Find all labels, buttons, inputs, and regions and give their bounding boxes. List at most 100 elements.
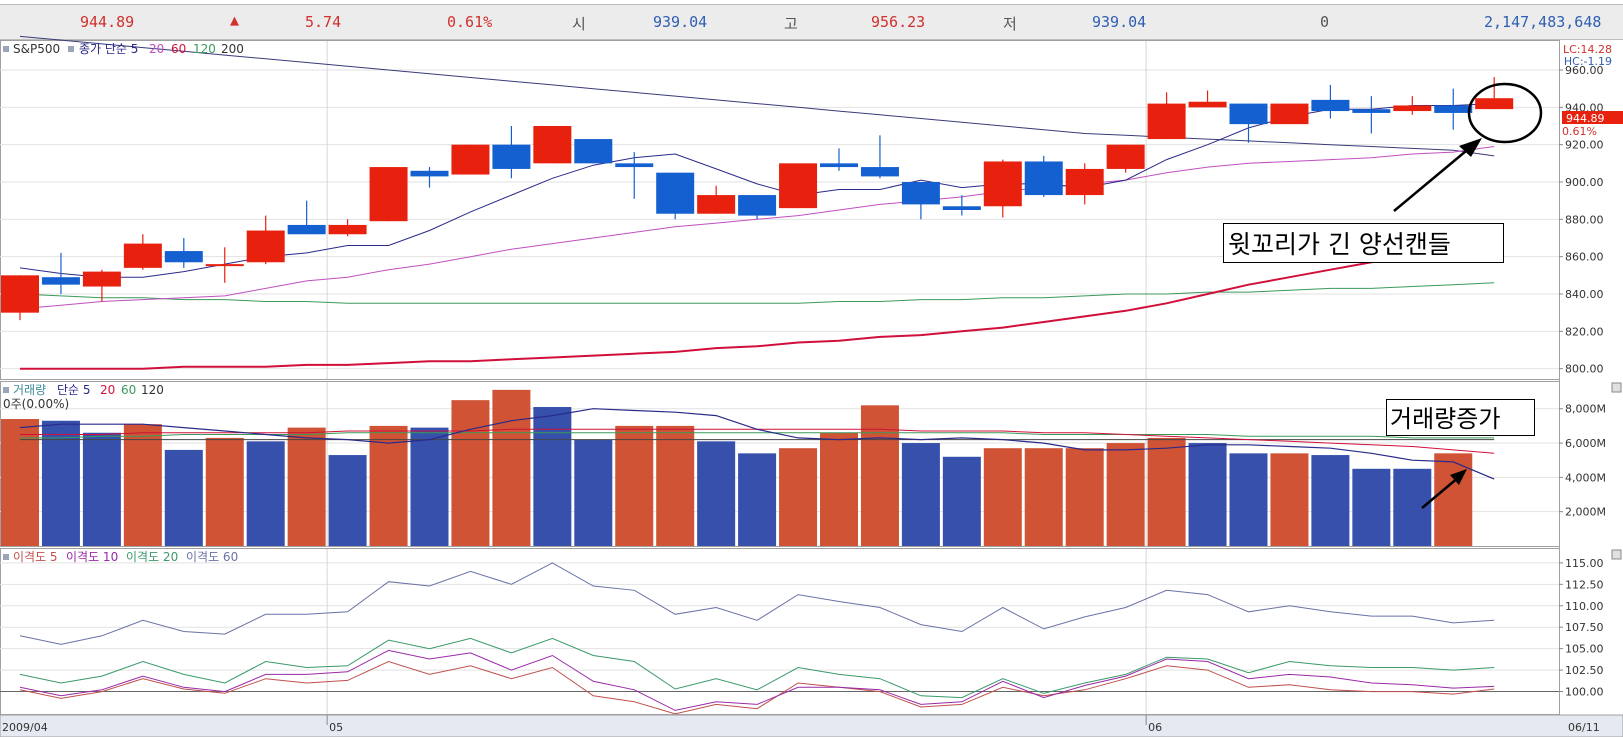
candle-body: [738, 195, 777, 216]
disparity-60-line: [19, 562, 1495, 645]
volume-bar: [942, 456, 981, 546]
ma60-line: [19, 282, 1495, 304]
disparity-panel-button[interactable]: [1611, 549, 1622, 560]
volume-legend-ma20: 20: [100, 383, 115, 397]
volume-bar: [328, 455, 367, 546]
volume-bar: [860, 405, 899, 546]
volume-bar: [533, 407, 572, 546]
candle-body: [369, 167, 408, 222]
candle-body: [1393, 105, 1432, 112]
candle-body: [287, 224, 326, 235]
volume-bar: [1188, 443, 1227, 546]
volume-legend-name: 거래량: [13, 383, 46, 397]
disparity-legend-5: 이격도 5: [13, 550, 58, 564]
candle-body: [82, 271, 121, 287]
chart-background: [0, 40, 1623, 737]
quote-bar: 944.89 ▲ 5.74 0.61% 시 939.04 고 956.23 저 …: [0, 4, 1623, 40]
candle-body: [1434, 105, 1473, 113]
axis-tick-label: 960.00: [1565, 64, 1604, 77]
time-axis-right-label: 06/11: [1568, 721, 1600, 734]
axis-tick-label: 860.00: [1565, 251, 1604, 264]
current-price-pct: 0.61%: [1562, 125, 1597, 138]
axis-tick-label: 112.50: [1565, 578, 1604, 591]
volume-bar: [574, 439, 613, 546]
price-legend-symbol: S&P500: [13, 42, 60, 56]
price-legend-ma200: 200: [221, 42, 244, 56]
volume-bar: [410, 427, 449, 546]
high-label: 고: [784, 15, 798, 33]
candle-body: [328, 224, 367, 235]
candle-body: [656, 172, 695, 214]
current-price-tag-text: 944.89: [1566, 112, 1605, 125]
candle-body: [779, 163, 818, 209]
candle-body: [123, 243, 162, 268]
volume-annotation-box: [1386, 399, 1535, 436]
candle-body: [1147, 103, 1186, 140]
volume-bar: [205, 437, 244, 546]
legend-marker: [68, 46, 74, 52]
volume-bar: [492, 389, 531, 546]
volume-bar: [983, 448, 1022, 546]
volume-bar: [1, 419, 39, 546]
axis-tick-label: 800.00: [1565, 363, 1604, 376]
volume-bar: [451, 400, 490, 546]
volume-bar: [369, 425, 408, 546]
price-legend-ma5: 종가 단순 5: [79, 42, 138, 56]
volume-bar: [1229, 453, 1268, 546]
volume-bar: [1434, 453, 1473, 546]
up-arrow-icon: ▲: [230, 11, 240, 29]
hc-value: HC:-1.19: [1564, 55, 1612, 68]
volume-bar: [901, 443, 940, 546]
candle-body: [1188, 101, 1227, 108]
volume-bar: [82, 432, 121, 546]
time-axis-label: 06: [1148, 721, 1162, 734]
volume-bar: [1065, 448, 1104, 546]
candle-body: [697, 195, 736, 214]
current-price-tag: [1562, 111, 1623, 124]
time-axis: 2009/04 05 06 06/11: [2, 715, 1600, 734]
axis-tick-label: 920.00: [1565, 139, 1604, 152]
volume-annotation-text: 거래량증가: [1390, 405, 1500, 433]
candle-body: [1229, 103, 1268, 125]
candles: [1, 77, 1514, 321]
disparity-5-line: [19, 660, 1495, 715]
candle-body: [615, 163, 654, 168]
volume-annotation-arrow-head: [1450, 469, 1467, 485]
volume-bar: [656, 425, 695, 546]
axis-tick-label: 115.00: [1565, 557, 1604, 570]
volume-bar: [41, 420, 80, 546]
disparity-legend-20: 이격도 20: [126, 550, 178, 564]
volume-annotation-arrow: [1421, 476, 1460, 509]
legend-marker: [3, 46, 9, 52]
disparity-10-line: [19, 649, 1495, 711]
volume-bar: [820, 432, 858, 546]
candle-body: [1352, 109, 1391, 113]
volume-total: 2,147,483,648: [1484, 13, 1602, 31]
low-label: 저: [1003, 15, 1017, 33]
annotation-arrow-head: [1459, 138, 1482, 157]
open-label: 시: [572, 15, 586, 33]
volume-bar: [697, 441, 736, 546]
highlight-circle: [1467, 82, 1543, 144]
last-price: 944.89: [80, 13, 135, 31]
candle-body: [860, 167, 899, 177]
candle-body: [820, 163, 858, 168]
candle-body: [41, 277, 80, 285]
candle-body: [246, 230, 285, 263]
volume-bar: [738, 453, 777, 546]
legend-marker: [3, 387, 9, 393]
volume-bar: [164, 449, 203, 546]
candle-body: [983, 161, 1022, 207]
disparity-axis: 100.00 102.50 105.00 107.50 110.00 112.50 115.…: [1559, 557, 1604, 699]
volume-panel-button[interactable]: [1611, 382, 1622, 393]
time-axis-bar: [0, 714, 1623, 737]
disparity-legend-10: 이격도 10: [66, 550, 118, 564]
candle-body: [942, 206, 981, 210]
volume-bar: [1311, 455, 1350, 546]
axis-tick-label: 880.00: [1565, 213, 1604, 226]
volume-bar: [1393, 468, 1432, 546]
price-legend-ma20: 20: [149, 42, 164, 56]
axis-tick-label: 840.00: [1565, 288, 1604, 301]
axis-tick-label: 100.00: [1565, 686, 1604, 699]
